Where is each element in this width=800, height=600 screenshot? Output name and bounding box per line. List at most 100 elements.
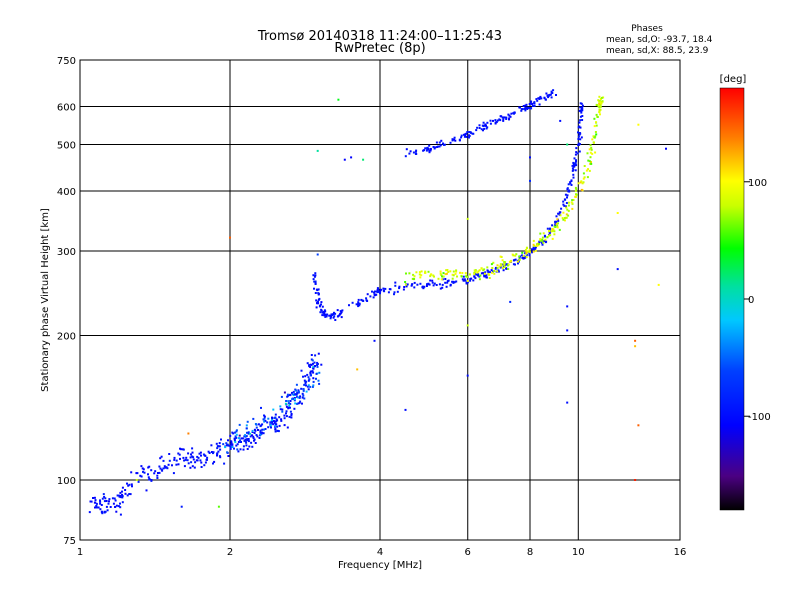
data-point: [247, 438, 250, 440]
data-point: [297, 389, 300, 392]
data-point: [312, 366, 315, 369]
data-point: [112, 502, 115, 505]
data-point: [263, 414, 265, 417]
data-point: [521, 251, 524, 254]
data-point: [95, 505, 98, 508]
data-point: [549, 93, 552, 96]
data-point: [566, 329, 569, 332]
data-point: [238, 439, 241, 442]
data-point: [376, 287, 379, 290]
data-point: [107, 502, 110, 505]
data-point: [180, 448, 183, 451]
data-point: [482, 121, 485, 124]
data-point: [414, 152, 417, 155]
data-point: [316, 300, 319, 303]
data-point: [135, 479, 138, 481]
data-point: [427, 148, 430, 150]
data-point: [119, 506, 122, 509]
data-point: [312, 362, 314, 365]
data-point: [235, 433, 238, 436]
data-point: [319, 304, 321, 307]
data-point: [446, 269, 449, 271]
data-point: [271, 419, 273, 422]
data-point: [454, 139, 457, 142]
data-point: [490, 269, 493, 272]
data-point: [473, 275, 476, 278]
data-point: [270, 426, 272, 429]
data-point: [313, 361, 316, 364]
data-point: [546, 94, 549, 97]
data-point: [246, 431, 248, 434]
data-point: [317, 352, 320, 355]
data-point: [570, 179, 573, 182]
grid-lines: [80, 60, 680, 540]
data-point: [177, 452, 180, 455]
data-point: [482, 129, 484, 132]
x-tick-label: 6: [465, 547, 471, 558]
data-point: [588, 160, 591, 163]
data-point: [587, 159, 590, 162]
data-point: [194, 461, 197, 464]
data-point: [219, 448, 222, 451]
data-point: [586, 176, 589, 179]
data-point: [451, 273, 454, 276]
data-point: [147, 466, 150, 469]
data-point: [487, 270, 490, 273]
data-point: [562, 203, 565, 206]
y-tick-label: 200: [57, 332, 76, 343]
data-point: [303, 379, 306, 382]
data-point: [106, 509, 109, 512]
data-point: [573, 165, 576, 168]
colorbar-gradient: [719, 87, 745, 511]
data-point: [312, 278, 315, 281]
data-point: [92, 497, 94, 499]
data-point: [558, 212, 561, 215]
data-point: [438, 141, 441, 144]
data-point: [571, 164, 574, 167]
data-point: [500, 264, 503, 267]
data-point: [577, 131, 579, 134]
data-point: [262, 428, 265, 431]
data-point: [124, 489, 127, 491]
data-point: [316, 361, 319, 364]
data-point: [287, 400, 290, 403]
data-point: [476, 126, 479, 129]
data-point: [503, 116, 506, 119]
data-point: [507, 113, 510, 116]
data-point: [485, 276, 488, 279]
data-point: [260, 406, 262, 409]
data-point: [198, 452, 201, 455]
data-point: [307, 388, 310, 391]
data-point: [517, 262, 519, 265]
data-point: [508, 260, 511, 263]
data-point: [541, 238, 544, 241]
data-point: [309, 373, 312, 376]
data-point: [589, 156, 592, 159]
data-point: [462, 133, 465, 136]
data-point: [229, 448, 232, 450]
data-point: [140, 465, 143, 468]
data-point: [474, 277, 477, 280]
data-point: [532, 250, 535, 253]
data-point: [413, 275, 416, 278]
data-point: [235, 430, 238, 433]
data-point: [180, 505, 183, 508]
data-point: [566, 208, 569, 211]
data-point: [223, 462, 226, 465]
data-point: [451, 139, 454, 142]
data-point: [283, 391, 286, 394]
data-point: [575, 147, 578, 150]
data-point: [213, 460, 216, 463]
data-point: [310, 354, 313, 356]
data-point: [499, 263, 502, 266]
data-point: [276, 425, 279, 428]
data-point: [238, 423, 241, 426]
data-point: [478, 124, 481, 127]
data-point: [503, 266, 506, 268]
data-point: [193, 466, 196, 469]
data-point: [452, 270, 455, 273]
data-point: [251, 431, 254, 433]
data-point: [334, 312, 337, 315]
data-point: [601, 100, 604, 103]
data-point: [172, 472, 175, 475]
